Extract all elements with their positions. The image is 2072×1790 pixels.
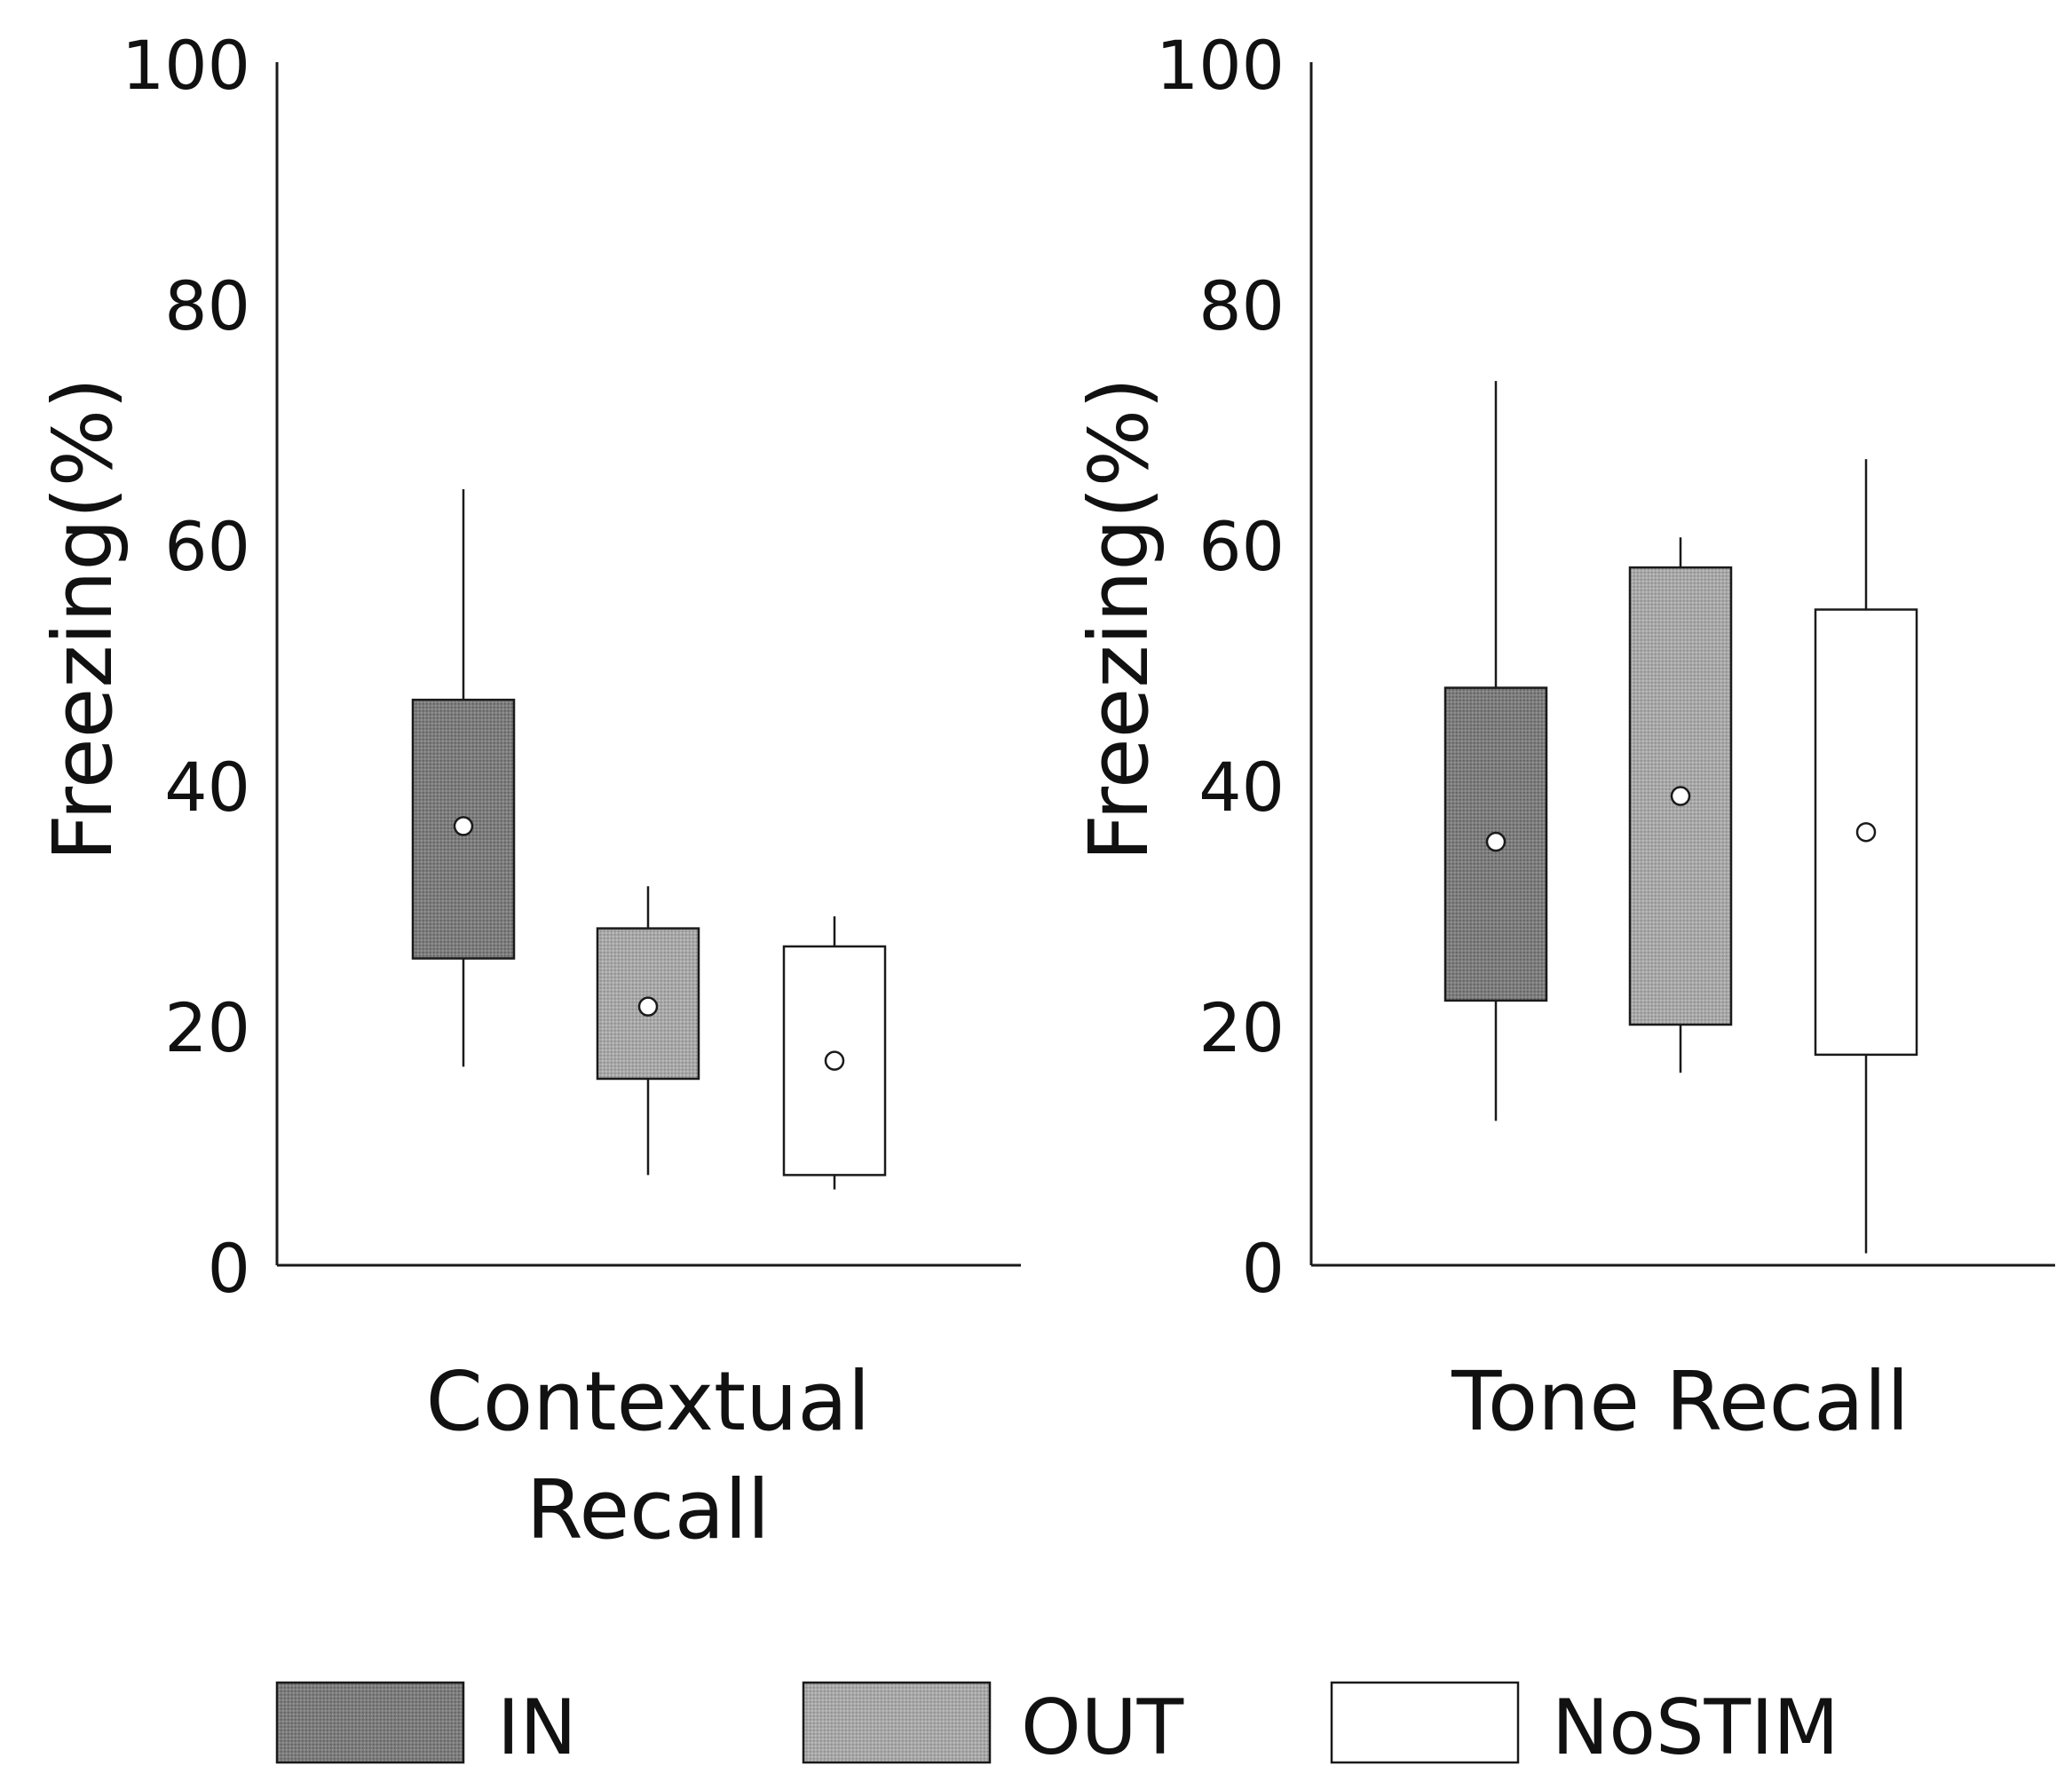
mean-point-out	[1670, 786, 1691, 806]
y-tick-label: 40	[1198, 748, 1285, 827]
y-tick-label: 0	[1242, 1229, 1285, 1308]
mean-point-in	[453, 816, 474, 836]
y-tick-label: 60	[164, 507, 250, 586]
y-tick-label: 100	[122, 26, 250, 105]
legend-label-out: OUT	[1021, 1683, 1184, 1772]
tone-recall-chart: 0 20 40 60 80 100 Freezing(%) Tone Recall	[1072, 26, 2055, 1449]
legend-label-in: IN	[497, 1683, 577, 1772]
mean-point-nostim	[1855, 821, 1877, 843]
legend: IN OUT NoSTIM	[275, 1681, 1839, 1772]
legend-swatch-out	[802, 1681, 992, 1764]
legend-swatch-in	[275, 1681, 465, 1764]
y-tick-label: 40	[164, 748, 250, 827]
y-tick-label: 20	[1198, 988, 1285, 1067]
mean-point-out	[637, 996, 659, 1017]
mean-point-in	[1485, 831, 1507, 852]
contextual-recall-chart: 0 20 40 60 80 100 Freezing(%) Contextual Recall	[36, 26, 1021, 1557]
legend-label-nostim: NoSTIM	[1552, 1683, 1839, 1772]
y-axis-label: Freezing(%)	[1072, 377, 1166, 861]
x-axis-label: Tone Recall	[1451, 1354, 1909, 1449]
mean-point-nostim	[824, 1050, 845, 1071]
y-tick-label: 100	[1156, 26, 1285, 105]
y-axis-label: Freezing(%)	[36, 377, 130, 861]
y-tick-label: 80	[164, 266, 250, 345]
legend-swatch-nostim	[1330, 1681, 1520, 1764]
y-tick-label: 0	[208, 1229, 250, 1308]
y-tick-label: 80	[1198, 266, 1285, 345]
x-axis-label: Contextual	[426, 1354, 871, 1449]
y-tick-label: 20	[164, 988, 250, 1067]
y-tick-label: 60	[1198, 507, 1285, 586]
x-axis-label: Recall	[526, 1462, 770, 1557]
